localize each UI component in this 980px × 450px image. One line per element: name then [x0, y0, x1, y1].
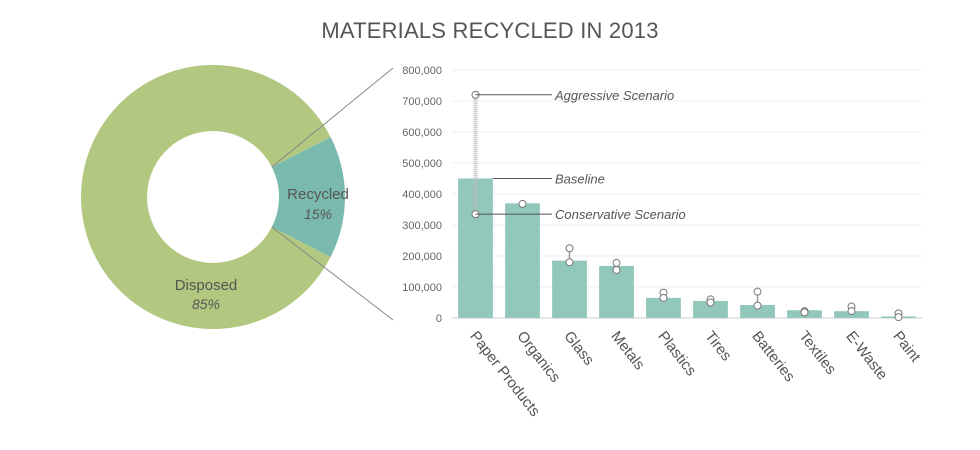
- annotation-label: Conservative Scenario: [555, 207, 686, 222]
- scenario-high-point: [518, 199, 527, 208]
- scenario-low-point: [706, 298, 715, 307]
- connector-line-bottom: [271, 226, 394, 321]
- scenario-high-point: [612, 258, 621, 267]
- x-category-label: Paint: [889, 328, 924, 366]
- donut-percent-disposed: 85%: [192, 296, 220, 312]
- scenario-low-point: [800, 308, 809, 317]
- y-axis-ticks: 800,000 700,000 600,000 500,000 400,000 300,0…: [402, 65, 442, 325]
- y-tick-label: 300,000: [402, 220, 442, 232]
- y-tick-label: 200,000: [402, 251, 442, 263]
- donut-label-disposed: Disposed: [175, 277, 238, 294]
- scenario-low-point: [612, 265, 621, 274]
- connector-line-top: [271, 67, 394, 168]
- donut-slice-disposed: [81, 65, 331, 330]
- x-category-label: Plastics: [654, 328, 699, 379]
- y-tick-label: 800,000: [402, 65, 442, 77]
- bar: [740, 304, 775, 318]
- scenario-low-point: [847, 307, 856, 316]
- x-category-label: Textiles: [795, 328, 839, 378]
- bar: [693, 300, 728, 318]
- y-tick-label: 500,000: [402, 158, 442, 170]
- donut-slice-recycled: [271, 137, 345, 257]
- x-category-label: Batteries: [748, 328, 798, 385]
- y-tick-label: 0: [436, 313, 442, 325]
- scenario-low-point: [894, 313, 903, 322]
- scenario-high-point: [753, 287, 762, 296]
- bar: [552, 260, 587, 318]
- scenario-low-point: [659, 293, 668, 302]
- y-tick-label: 100,000: [402, 282, 442, 294]
- x-category-label: Tires: [701, 328, 735, 364]
- donut-label-recycled: Recycled: [287, 186, 349, 203]
- scenario-low-point: [753, 301, 762, 310]
- y-tick-label: 400,000: [402, 189, 442, 201]
- donut-chart: Disposed 85% Recycled 15%: [81, 65, 349, 330]
- scenario-low-point: [565, 258, 574, 267]
- x-category-label: E-Waste: [842, 328, 890, 383]
- annotation-label: Baseline: [555, 172, 605, 187]
- y-tick-label: 700,000: [402, 96, 442, 108]
- bar-series: [458, 178, 916, 318]
- scenario-ranges: [471, 90, 903, 322]
- chart-title: MATERIALS RECYCLED IN 2013: [321, 18, 659, 43]
- donut-percent-recycled: 15%: [304, 206, 332, 222]
- scenario-annotations: Aggressive Scenario Baseline Conservative …: [475, 88, 686, 222]
- x-category-label: Metals: [607, 328, 648, 373]
- y-tick-label: 600,000: [402, 127, 442, 139]
- bar: [505, 203, 540, 318]
- bar: [599, 265, 634, 318]
- annotation-label: Aggressive Scenario: [554, 88, 674, 103]
- scenario-high-point: [565, 244, 574, 253]
- donut-connector-lines: [271, 67, 394, 321]
- x-category-label: Glass: [560, 328, 597, 369]
- x-category-label: Organics: [513, 328, 563, 386]
- bar: [646, 297, 681, 318]
